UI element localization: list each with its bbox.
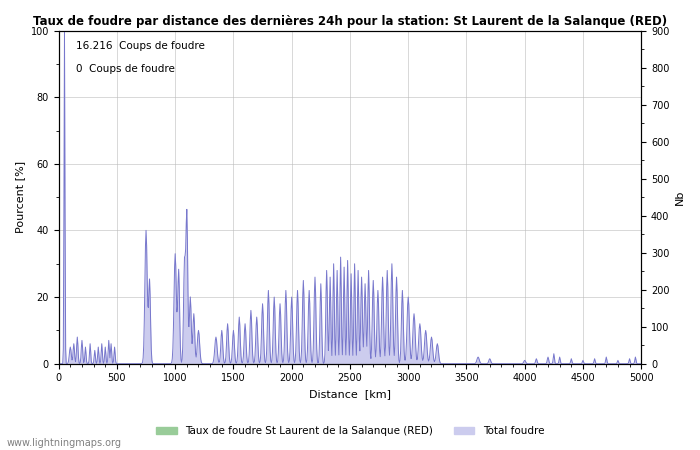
Y-axis label: Nb: Nb [675, 189, 685, 205]
X-axis label: Distance  [km]: Distance [km] [309, 389, 391, 399]
Legend: Taux de foudre St Laurent de la Salanque (RED), Total foudre: Taux de foudre St Laurent de la Salanque… [152, 422, 548, 440]
Y-axis label: Pourcent [%]: Pourcent [%] [15, 161, 25, 233]
Title: Taux de foudre par distance des dernières 24h pour la station: St Laurent de la : Taux de foudre par distance des dernière… [33, 15, 667, 28]
Text: www.lightningmaps.org: www.lightningmaps.org [7, 438, 122, 448]
Text: 0  Coups de foudre: 0 Coups de foudre [76, 64, 175, 74]
Text: 16.216  Coups de foudre: 16.216 Coups de foudre [76, 40, 205, 50]
